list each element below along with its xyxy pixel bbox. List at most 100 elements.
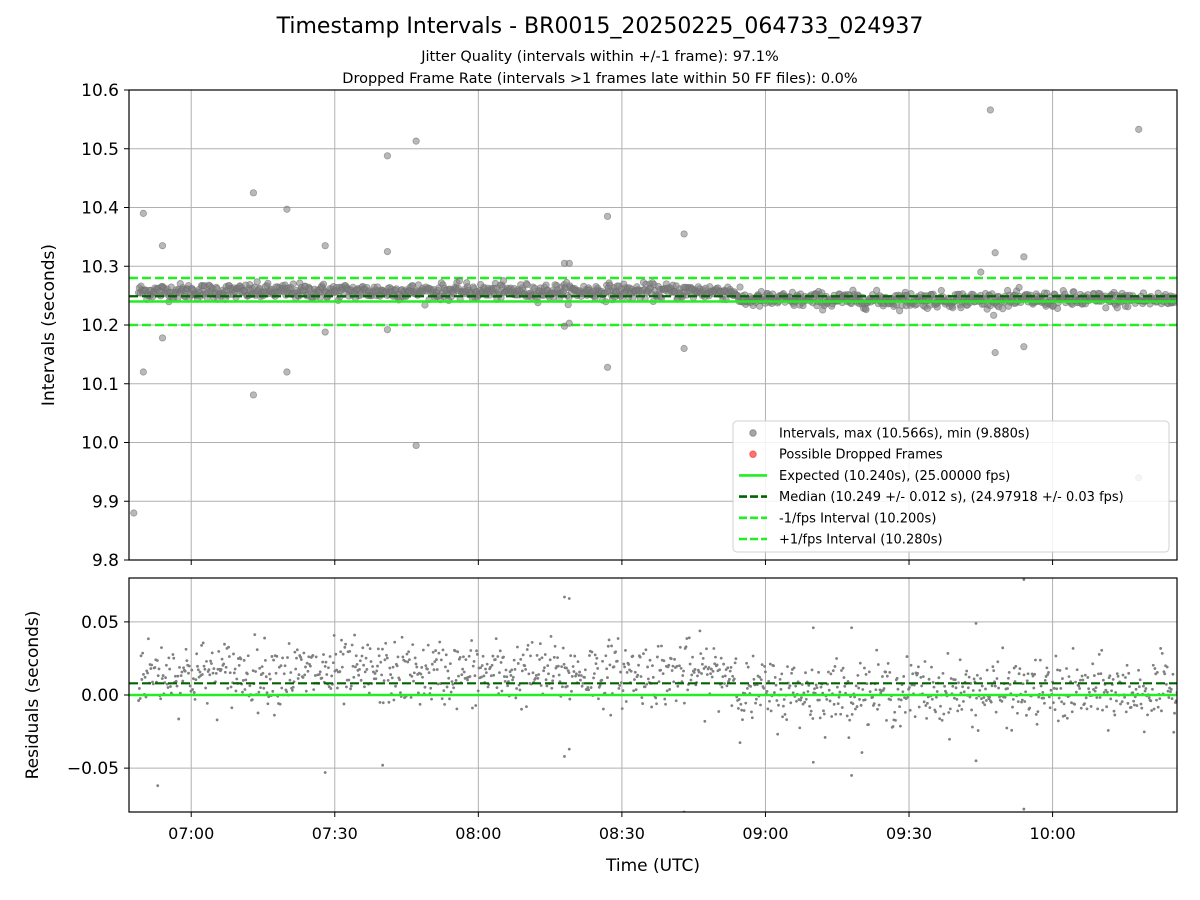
interval-point — [913, 715, 917, 719]
interval-point — [953, 696, 956, 700]
interval-point — [193, 697, 197, 701]
outlier-point — [1022, 578, 1026, 581]
interval-point — [1056, 719, 1060, 723]
interval-point — [1142, 730, 1146, 734]
outlier-point — [321, 242, 329, 250]
interval-point — [1088, 690, 1091, 694]
interval-point — [886, 661, 890, 665]
y-tick-label: 0.00 — [81, 686, 119, 706]
interval-point — [447, 676, 451, 680]
interval-point — [1055, 687, 1059, 691]
interval-point — [469, 649, 473, 652]
interval-point — [336, 686, 339, 690]
interval-point — [364, 656, 368, 660]
interval-point — [960, 707, 964, 711]
interval-point — [616, 637, 620, 640]
interval-point — [471, 706, 474, 710]
interval-point — [673, 657, 676, 661]
interval-point — [737, 698, 741, 701]
interval-point — [1116, 674, 1120, 678]
interval-point — [956, 709, 960, 713]
interval-point — [763, 664, 766, 668]
interval-point — [971, 689, 975, 692]
interval-point — [324, 660, 328, 664]
interval-point — [598, 684, 602, 687]
interval-point — [264, 675, 268, 679]
interval-point — [1100, 648, 1104, 652]
interval-point — [486, 685, 490, 689]
interval-point — [920, 684, 924, 688]
interval-point — [489, 665, 492, 669]
interval-point — [588, 654, 591, 657]
interval-point — [1052, 701, 1055, 705]
interval-point — [1057, 696, 1061, 700]
interval-point — [1074, 680, 1077, 684]
interval-point — [727, 680, 730, 683]
interval-point — [499, 277, 508, 285]
interval-point — [164, 676, 167, 680]
interval-point — [962, 699, 965, 703]
interval-point — [888, 670, 892, 674]
interval-point — [1053, 708, 1057, 712]
interval-point — [1115, 699, 1118, 703]
interval-point — [297, 673, 301, 677]
interval-point — [175, 684, 179, 688]
interval-point — [733, 661, 737, 665]
interval-point — [1085, 707, 1089, 711]
interval-point — [479, 666, 483, 670]
interval-point — [490, 663, 494, 667]
interval-point — [571, 665, 575, 668]
interval-point — [648, 658, 652, 662]
interval-point — [867, 723, 870, 726]
interval-point — [767, 679, 771, 683]
interval-point — [803, 700, 807, 704]
x-axis-label: Time (UTC) — [605, 856, 700, 876]
interval-point — [979, 677, 983, 680]
interval-point — [289, 280, 297, 288]
interval-point — [1139, 702, 1143, 706]
interval-point — [1135, 704, 1139, 707]
interval-point — [800, 683, 804, 686]
interval-point — [137, 699, 140, 702]
y-tick-label: 10.0 — [81, 434, 119, 454]
interval-point — [1074, 690, 1078, 694]
interval-point — [1169, 690, 1172, 694]
interval-point — [723, 674, 727, 678]
interval-point — [1077, 684, 1081, 688]
interval-point — [930, 665, 933, 669]
interval-point — [593, 653, 597, 657]
interval-point — [313, 674, 317, 677]
outlier-point — [283, 205, 291, 213]
interval-point — [583, 668, 587, 672]
interval-point — [1083, 673, 1087, 677]
interval-point — [140, 678, 144, 681]
interval-point — [969, 682, 973, 685]
interval-point — [1067, 675, 1071, 679]
interval-point — [1044, 675, 1048, 678]
interval-point — [843, 684, 847, 688]
interval-point — [583, 675, 586, 679]
interval-point — [823, 736, 827, 739]
interval-point — [455, 277, 463, 285]
interval-point — [291, 685, 295, 689]
interval-point — [951, 684, 955, 688]
interval-point — [1049, 688, 1053, 692]
interval-point — [827, 670, 830, 674]
interval-point — [894, 718, 897, 722]
interval-point — [776, 732, 780, 736]
interval-point — [604, 654, 608, 658]
interval-point — [718, 668, 721, 672]
interval-point — [360, 654, 364, 658]
outlier-point — [603, 212, 612, 220]
interval-point — [931, 680, 935, 684]
interval-point — [818, 716, 822, 720]
interval-point — [1172, 730, 1176, 734]
interval-point — [693, 668, 697, 671]
interval-point — [738, 741, 742, 745]
interval-point — [325, 673, 329, 676]
interval-point — [640, 696, 644, 700]
interval-point — [957, 704, 961, 708]
outlier-point — [412, 441, 420, 450]
interval-point — [836, 702, 840, 706]
interval-point — [629, 669, 633, 673]
